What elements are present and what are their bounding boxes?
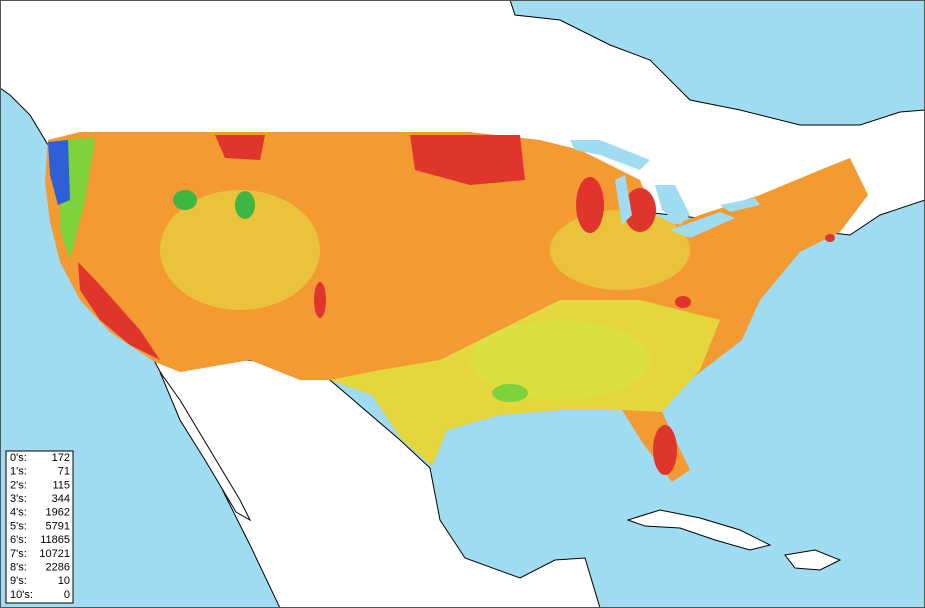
great-lakes [570, 140, 760, 238]
legend-label: 5's: [10, 520, 27, 532]
legend-count: 10 [58, 575, 70, 587]
legend-count: 172 [52, 452, 70, 464]
legend-label: 0's: [10, 452, 27, 464]
legend-count: 10721 [39, 548, 70, 560]
cuba [626, 509, 772, 551]
climate-patches [48, 135, 835, 475]
legend: 0's: 172 1's: 71 2's: 115 3's: 344 4's: 1962 5's: 5… [10, 452, 70, 601]
legend-box [5, 450, 74, 604]
legend-count: 344 [52, 493, 70, 505]
legend-count: 2286 [46, 562, 70, 574]
legend-count: 1962 [46, 507, 70, 519]
legend-label: 6's: [10, 534, 27, 546]
legend-label: 3's: [10, 493, 27, 505]
legend-count: 5791 [46, 520, 70, 532]
legend-label: 9's: [10, 575, 27, 587]
legend-count: 0 [64, 589, 70, 601]
legend-count: 115 [52, 479, 70, 491]
legend-label: 10's: [10, 589, 33, 601]
legend-label: 8's: [10, 562, 27, 574]
hispaniola [784, 549, 842, 571]
legend-label: 4's: [10, 507, 27, 519]
baja [159, 371, 252, 522]
legend-count: 11865 [40, 534, 70, 546]
legend-label: 2's: [10, 479, 27, 491]
legend-label: 1's: [10, 466, 27, 478]
canada [0, 0, 925, 236]
legend-count: 71 [58, 466, 70, 478]
legend-label: 7's: [10, 548, 27, 560]
